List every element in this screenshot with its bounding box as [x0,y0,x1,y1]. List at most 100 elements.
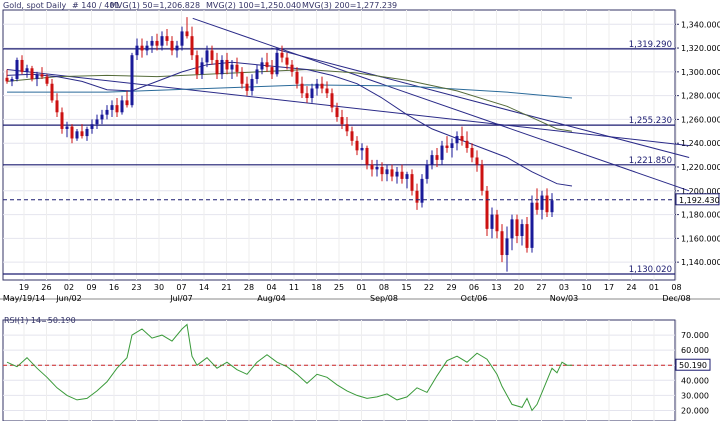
candle-body [250,78,254,91]
candle-body [405,174,409,179]
candle-body [365,147,369,165]
rsi-tick-label: 40.000 [681,376,709,385]
candle-body [240,71,244,84]
date-tick-label: 03 [559,283,569,292]
candle-body [50,83,54,101]
candle-body [95,119,99,125]
candle-body [165,36,169,41]
month-label: Dec/08 [662,294,690,303]
candle-body [370,164,374,170]
candle-body [255,69,259,79]
level-label: 1,130.020 [629,265,672,275]
month-label: Aug/04 [257,294,286,303]
candle-body [380,167,384,175]
price-tick-label: 1,300.000 [681,68,720,77]
candle-body [410,174,414,191]
candle-body [170,40,174,51]
candle-body [260,62,264,70]
candle-body [505,238,509,256]
trendline [192,17,690,192]
candle-body [125,100,129,106]
candle-body [285,57,289,65]
candle-body [200,62,204,75]
header-symbol: Gold, spot [3,1,44,10]
rsi-last-label: 50.190 [679,361,707,370]
candle-body [330,93,334,108]
candle-body [235,64,239,72]
candle-body [175,45,179,51]
level-label: 1,221.850 [629,156,672,166]
candle-body [335,107,339,118]
candle-body [520,224,524,236]
candle-body [490,214,494,229]
candle-body [460,136,464,141]
candle-body [320,83,324,89]
candle-body [430,155,434,165]
candle-body [550,200,554,213]
candle-body [435,155,439,160]
candle-body [325,88,329,94]
candle-body [65,126,69,129]
candle-body [20,59,24,72]
price-tick-label: 1,140.000 [681,258,720,267]
date-tick-label: 07 [176,283,186,292]
date-tick-label: 02 [64,283,74,292]
month-label: Oct/06 [461,294,488,303]
candle-body [305,93,309,99]
candle-body [40,74,44,77]
candle-body [150,40,154,46]
candle-body [135,45,139,56]
candle-body [355,140,359,151]
date-tick-label: 16 [109,283,119,292]
price-tick-label: 1,340.000 [681,20,720,29]
rsi-panel: RSI(1) 14=50.19020.00030.00040.00050.000… [2,316,711,421]
candle-body [15,59,19,79]
ma50-line [6,61,573,187]
candle-body [280,52,284,58]
price-tick-label: 1,260.000 [681,115,720,124]
candle-body [180,31,184,46]
candle-body [245,83,249,91]
rsi-tick-label: 60.000 [681,346,709,355]
date-tick-label: 26 [41,283,51,292]
candle-body [420,178,424,203]
date-tick-label: 01 [356,283,366,292]
candle-body [100,114,104,120]
date-tick-label: 09 [86,283,96,292]
rsi-tick-label: 70.000 [681,331,709,340]
date-tick-label: 01 [649,283,659,292]
candle-body [130,55,134,106]
candle-body [360,147,364,151]
candle-body [480,164,484,191]
last-price-label: 1,192.430 [679,196,720,205]
candle-body [80,131,84,137]
date-tick-label: 28 [244,283,254,292]
candle-body [450,143,454,148]
candle-body [190,36,194,56]
candle-body [70,126,74,139]
date-tick-label: 20 [514,283,524,292]
candle-body [145,45,149,51]
candle-body [495,214,499,232]
candle-body [265,62,269,68]
level-label: 1,255.230 [629,116,672,126]
date-tick-label: 13 [491,283,501,292]
candle-body [225,59,229,70]
candle-body [310,88,314,99]
candle-body [185,31,189,37]
month-label: Sep/08 [370,294,398,303]
trendline [6,68,690,147]
candle-body [315,83,319,89]
rsi-last-box [675,358,711,371]
candle-body [535,202,539,210]
price-tick-label: 1,180.000 [681,211,720,220]
month-label: Nov/03 [550,294,579,303]
date-tick-label: 14 [199,283,209,292]
candle-body [60,112,64,129]
candle-body [195,55,199,75]
candle-body [525,224,529,248]
date-tick-label: 08 [379,283,389,292]
candle-body [400,171,404,179]
candle-body [155,40,159,46]
candle-body [220,59,224,75]
